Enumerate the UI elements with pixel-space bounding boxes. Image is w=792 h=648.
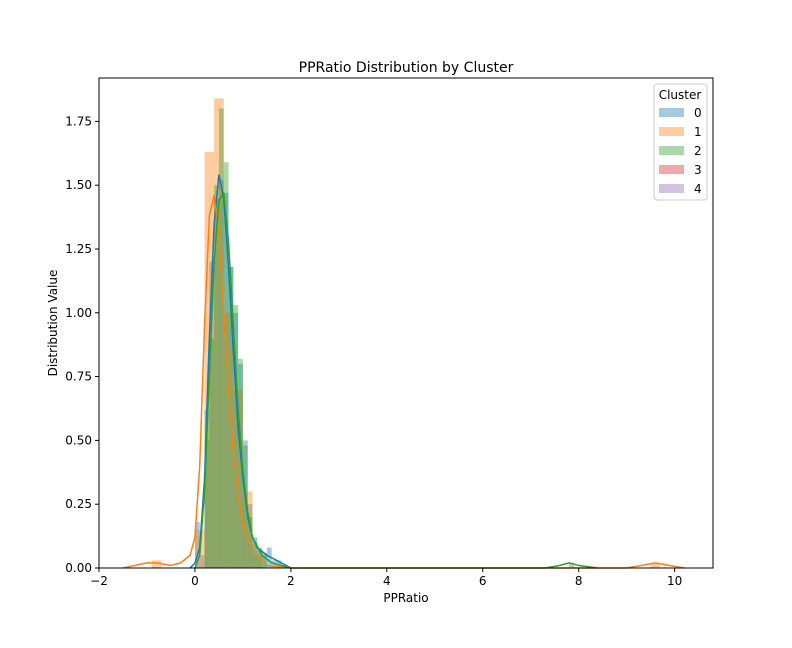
- bar-series-2-13: [569, 562, 574, 568]
- y-tick-label-0.25: 0.25: [65, 497, 92, 511]
- legend-label-2: 2: [694, 144, 702, 158]
- bar-series-0-11: [247, 504, 253, 568]
- y-tick-label-0: 0.00: [65, 561, 92, 575]
- legend-items: 0 1 2 3 4: [659, 106, 702, 196]
- legend: Cluster 0 1 2 3 4: [653, 83, 708, 201]
- y-tick-label-1.75: 1.75: [65, 114, 92, 128]
- legend-label-3: 3: [694, 163, 702, 177]
- legend-label-0: 0: [694, 106, 702, 120]
- x-tick-label-4: 4: [383, 574, 391, 588]
- bar-series-0-15: [266, 547, 272, 568]
- x-axis-ticks: −2 0 2 4 6 8 10: [90, 568, 682, 588]
- bar-series-0-3: [209, 261, 215, 568]
- chart-title: PPRatio Distribution by Cluster: [299, 60, 514, 76]
- bar-series-0-0: [194, 522, 200, 568]
- histogram-bars: [151, 98, 661, 569]
- legend-swatch-2: [659, 146, 684, 155]
- bar-series-2-1: [209, 338, 215, 568]
- y-tick-label-1.25: 1.25: [65, 242, 92, 256]
- x-tick-label-0: 0: [191, 574, 199, 588]
- x-axis-label: PPRatio: [383, 591, 428, 605]
- bar-series-2-8: [242, 445, 248, 568]
- legend-label-4: 4: [694, 182, 702, 196]
- y-tick-label-1.5: 1.50: [65, 178, 92, 192]
- bar-series-2-4: [223, 162, 229, 568]
- bar-series-0-9: [238, 363, 243, 568]
- legend-swatch-3: [659, 165, 684, 174]
- x-tick-label-10: 10: [667, 574, 682, 588]
- legend-swatch-4: [659, 184, 684, 193]
- x-tick-label-2: 2: [287, 574, 295, 588]
- bar-series-1-3: [214, 98, 224, 569]
- legend-box: [653, 83, 708, 201]
- bar-series-1-8: [650, 562, 661, 568]
- kde-line-series-2: [194, 192, 598, 569]
- bar-series-1-6: [242, 491, 253, 568]
- bar-series-1-5: [233, 389, 243, 568]
- bar-series-0-5: [218, 180, 224, 569]
- bar-series-2-12: [262, 555, 267, 568]
- y-axis-ticks: 0.00 0.25 0.50 0.75 1.00 1.25 1.50 1.75: [65, 114, 99, 575]
- bar-series-2-3: [218, 108, 224, 568]
- legend-label-1: 1: [694, 125, 702, 139]
- bar-series-0-8: [233, 312, 239, 568]
- bar-series-1-7: [252, 555, 263, 568]
- bar-series-0-14: [262, 552, 267, 568]
- bar-series-1-4: [223, 312, 234, 568]
- bar-series-2-11: [257, 550, 263, 568]
- legend-title: Cluster: [659, 88, 702, 102]
- legend-swatch-0: [659, 108, 684, 117]
- bar-series-2-10: [252, 542, 258, 568]
- bar-series-1-0: [151, 560, 162, 568]
- bar-series-0-1: [199, 555, 205, 568]
- series-2-bars: [204, 108, 574, 568]
- bar-series-2-6: [233, 305, 239, 568]
- bar-series-2-7: [238, 358, 243, 568]
- y-axis-label: Distribution Value: [46, 270, 60, 377]
- x-tick-label-8: 8: [575, 574, 583, 588]
- x-tick-label-6: 6: [479, 574, 487, 588]
- y-tick-label-0.5: 0.50: [65, 433, 92, 447]
- plot-frame: [98, 77, 714, 569]
- y-tick-label-0.75: 0.75: [65, 370, 92, 384]
- bar-series-0-4: [214, 197, 219, 568]
- y-tick-label-1: 1.00: [65, 306, 92, 320]
- x-tick-label--2: −2: [90, 574, 108, 588]
- legend-swatch-1: [659, 127, 684, 136]
- bar-series-0-10: [242, 440, 248, 568]
- bar-series-0-6: [223, 192, 229, 568]
- bar-series-0-2: [204, 440, 210, 568]
- bar-series-2-2: [214, 185, 219, 568]
- bar-series-2-0: [204, 409, 210, 568]
